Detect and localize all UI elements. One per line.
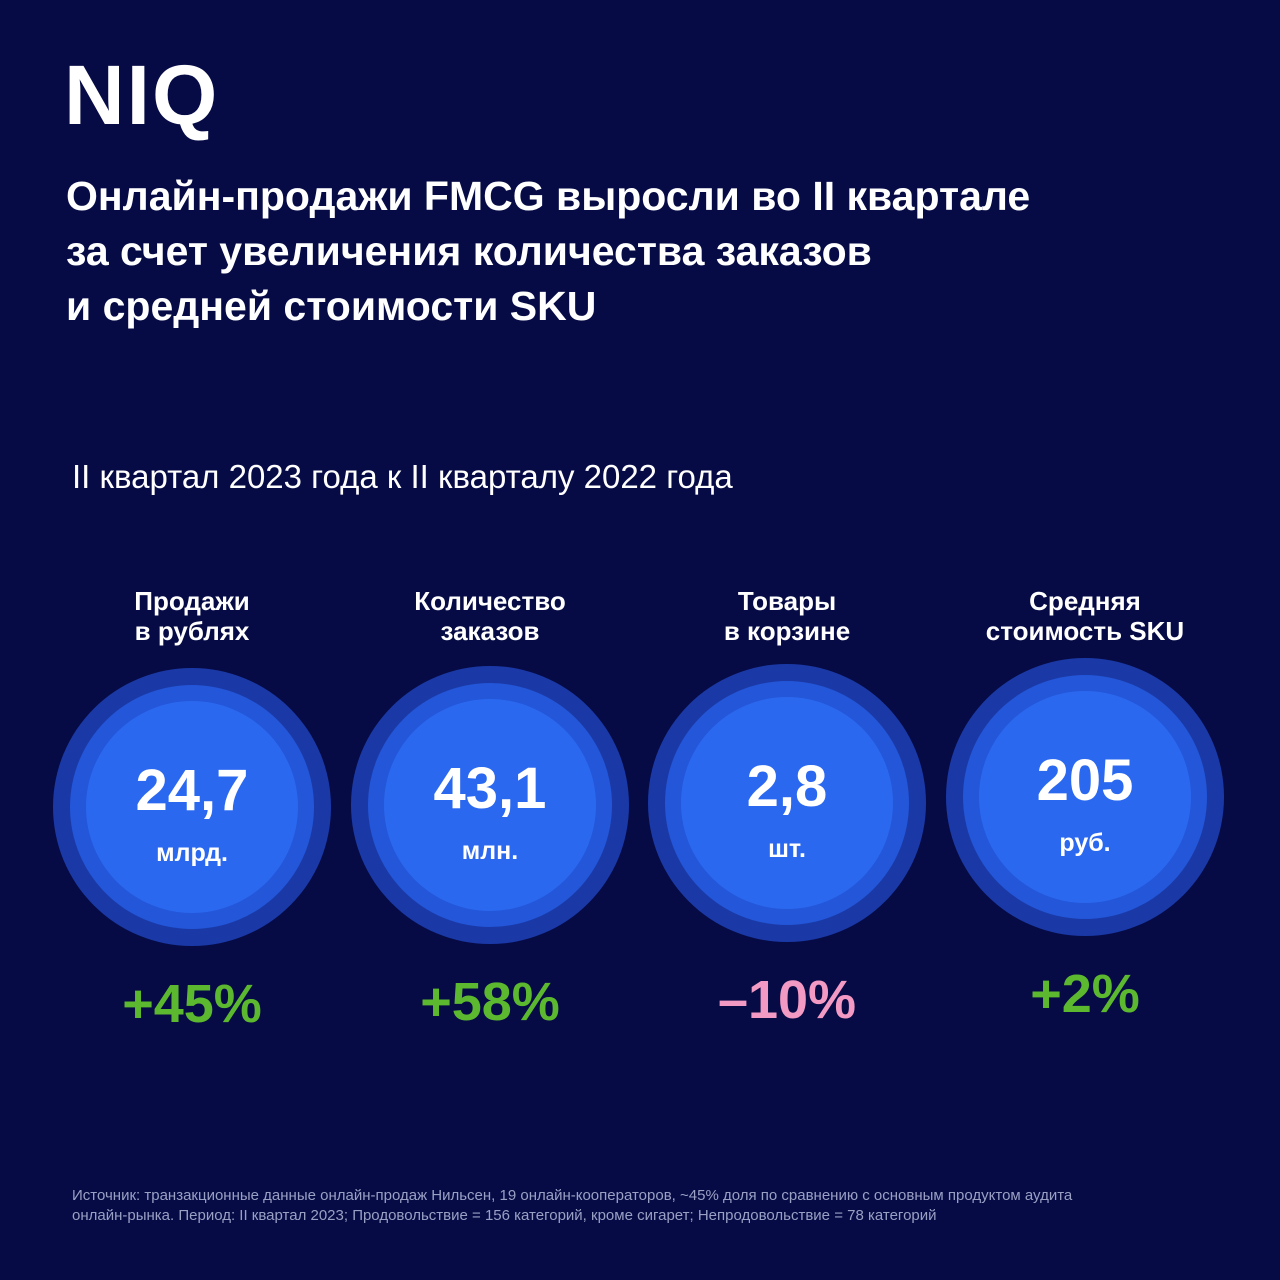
metric-value: 43,1 [434,756,547,821]
metric-label: Товары [738,586,836,616]
metric-unit: млрд. [156,839,228,867]
footnote: онлайн-рынка. Период: II квартал 2023; П… [72,1207,937,1224]
circle-core [979,691,1191,903]
metric-change: +45% [122,974,262,1034]
metric-label: в рублях [135,616,250,646]
circle-core [384,699,596,911]
circle-core [86,701,298,913]
subtitle: II квартал 2023 года к II кварталу 2022 … [72,458,733,495]
title-line: и средней стоимости SKU [66,283,596,329]
metric-change: +2% [1030,964,1140,1024]
metric-value: 2,8 [747,754,828,819]
metric-label: стоимость SKU [986,616,1184,646]
metric-label: заказов [441,616,540,646]
circle-core [681,697,893,909]
metric-value: 205 [1037,748,1134,813]
metric-label: в корзине [724,616,850,646]
metric-change: –10% [718,970,856,1030]
title-line: Онлайн-продажи FMCG выросли во II кварта… [66,173,1030,219]
metric-label: Количество [414,586,566,616]
metric-change: +58% [420,972,560,1032]
title-line: за счет увеличения количества заказов [66,228,872,274]
logo: NIQ [64,48,219,142]
metric-unit: шт. [768,835,806,863]
metric-label: Средняя [1029,586,1141,616]
metric-unit: руб. [1059,829,1110,857]
metric-value: 24,7 [136,758,249,823]
metric-label: Продажи [134,586,250,616]
footnote: Источник: транзакционные данные онлайн-п… [72,1187,1073,1204]
metric-unit: млн. [462,837,518,865]
